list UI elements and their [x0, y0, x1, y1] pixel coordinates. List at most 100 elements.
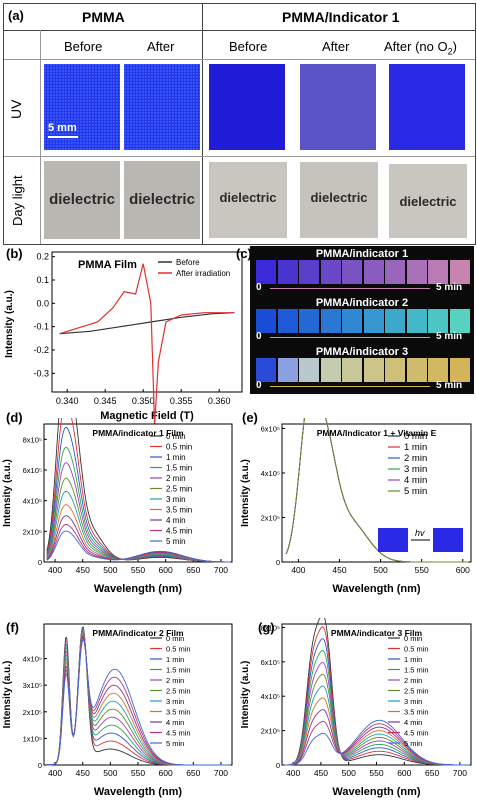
c-swatch	[342, 358, 362, 382]
c-swatch	[299, 358, 319, 382]
c-end: 5 min	[436, 282, 463, 293]
c-swatch	[363, 358, 384, 382]
b-legend-item: After irradiation	[176, 269, 230, 278]
legend-item: 3 min	[166, 495, 186, 504]
spectrum-line	[46, 418, 231, 563]
c-swatch	[299, 260, 319, 284]
col-label: After (no O2)	[384, 39, 457, 57]
legend-item: 5 min	[166, 537, 186, 546]
spectrum-line	[46, 638, 231, 766]
spectrum-line	[46, 490, 231, 563]
spectrum-line	[46, 626, 231, 766]
y-tick-label: 4x10⁵	[261, 469, 280, 478]
spectrum-line	[284, 661, 470, 766]
daylight-sample-ind1-noO2: dielectric	[389, 164, 467, 238]
x-tick-label: 500	[103, 565, 117, 575]
c-arrow	[270, 386, 430, 387]
daylight-sample-pmma-before: dielectric	[44, 161, 120, 239]
x-tick-label: 500	[103, 768, 117, 778]
y-tick-label: 8x10⁵	[261, 623, 280, 632]
daylight-sample-ind1-before: dielectric	[209, 162, 287, 238]
y-axis-label: Intensity (a.u.)	[2, 661, 13, 729]
spectrum-line	[46, 462, 231, 563]
c-end: 5 min	[436, 380, 463, 391]
x-tick-label: 550	[369, 768, 383, 778]
c-arrow	[270, 288, 430, 289]
group-left-title: PMMA	[82, 9, 125, 25]
c-swatch	[256, 309, 276, 333]
y-tick-label: 4x10⁵	[23, 655, 42, 664]
y-tick-label: 0	[276, 761, 280, 770]
legend-item: 1 min	[166, 453, 186, 462]
x-tick-label: 400	[48, 768, 62, 778]
b-ylabel: Intensity (a.u.)	[4, 290, 15, 358]
x-tick-label: 500	[342, 768, 356, 778]
legend-item: 3 min	[404, 464, 427, 475]
c-swatch	[342, 309, 362, 333]
b-ytick-label: -0.1	[33, 322, 49, 332]
c-swatch	[428, 260, 448, 284]
panel-g-label: (g)	[258, 620, 275, 635]
legend-item: 1.5 min	[404, 666, 429, 675]
row-label-daylight: Day light	[10, 175, 25, 226]
spectrum-line	[46, 630, 231, 766]
panel-g-chart: PMMA/indicator 3 Film Intensity (a.u.) Wav…	[240, 618, 472, 798]
y-tick-label: 2x10⁵	[261, 513, 280, 522]
spectrum-line	[284, 721, 470, 766]
legend-item: 3 min	[166, 697, 184, 706]
x-tick-label: 450	[76, 565, 90, 575]
y-tick-label: 8x10⁵	[23, 435, 42, 444]
legend-item: 1 min	[404, 442, 427, 453]
c-swatch	[428, 309, 448, 333]
x-axis-label: Wavelength (nm)	[332, 583, 421, 595]
y-tick-label: 4x10⁵	[23, 497, 42, 506]
legend-item: 0.5 min	[166, 443, 192, 452]
y-tick-label: 6x10⁵	[23, 466, 42, 475]
x-tick-label: 650	[186, 768, 200, 778]
legend-item: 1.5 min	[166, 666, 191, 675]
x-axis-label: Wavelength (nm)	[332, 786, 421, 798]
hv-label: hv	[415, 528, 425, 538]
spectrum-line	[46, 631, 231, 766]
b-ytick-label: 0.2	[36, 252, 49, 262]
legend-item: 4.5 min	[404, 729, 429, 738]
spectrum-line	[46, 628, 231, 766]
y-tick-label: 4x10⁵	[261, 692, 280, 701]
c-swatch	[320, 260, 341, 284]
daylight-sample-pmma-after: dielectric	[124, 161, 200, 239]
y-tick-label: 2x10⁵	[261, 727, 280, 736]
legend-item: 0 min	[166, 634, 184, 643]
c-swatch	[449, 358, 470, 382]
spectrum-line	[46, 418, 231, 563]
daylight-sample-ind1-after: dielectric	[300, 162, 378, 238]
c-start: 0	[256, 380, 262, 391]
c-strip-title: PMMA/indicator 1	[315, 248, 409, 260]
panel-e-chart: PMMA/Indicator 1 + Vitamin E Intensity (a…	[240, 418, 472, 595]
legend-item: 0 min	[404, 431, 427, 442]
b-ytick-label: 0.1	[36, 275, 49, 285]
col-label: After	[322, 39, 350, 54]
b-series-line	[59, 263, 235, 424]
legend-item: 3.5 min	[166, 708, 191, 717]
spectrum-line	[46, 627, 231, 766]
spectrum-line	[46, 504, 231, 563]
chart-title: PMMA/Indicator 1 + Vitamin E	[317, 428, 437, 438]
legend-item: 5 min	[404, 739, 422, 748]
x-axis-label: Wavelength (nm)	[94, 583, 183, 595]
c-end: 5 min	[436, 331, 463, 342]
uv-sample-ind1-before	[209, 64, 285, 150]
panel-b-label: (b)	[6, 246, 23, 261]
col-label: After	[147, 39, 175, 54]
c-swatch	[277, 358, 298, 382]
legend-item: 1 min	[166, 655, 184, 664]
c-swatch	[320, 309, 341, 333]
c-swatch	[449, 309, 470, 333]
x-tick-label: 450	[314, 768, 328, 778]
y-tick-label: 3x10⁵	[23, 681, 42, 690]
y-tick-label: 2x10⁵	[23, 708, 42, 717]
b-ytick-label: -0.3	[33, 368, 49, 378]
c-swatch	[363, 260, 384, 284]
legend-item: 3.5 min	[404, 708, 429, 717]
y-tick-label: 6x10⁵	[261, 424, 280, 433]
c-start: 0	[256, 282, 262, 293]
